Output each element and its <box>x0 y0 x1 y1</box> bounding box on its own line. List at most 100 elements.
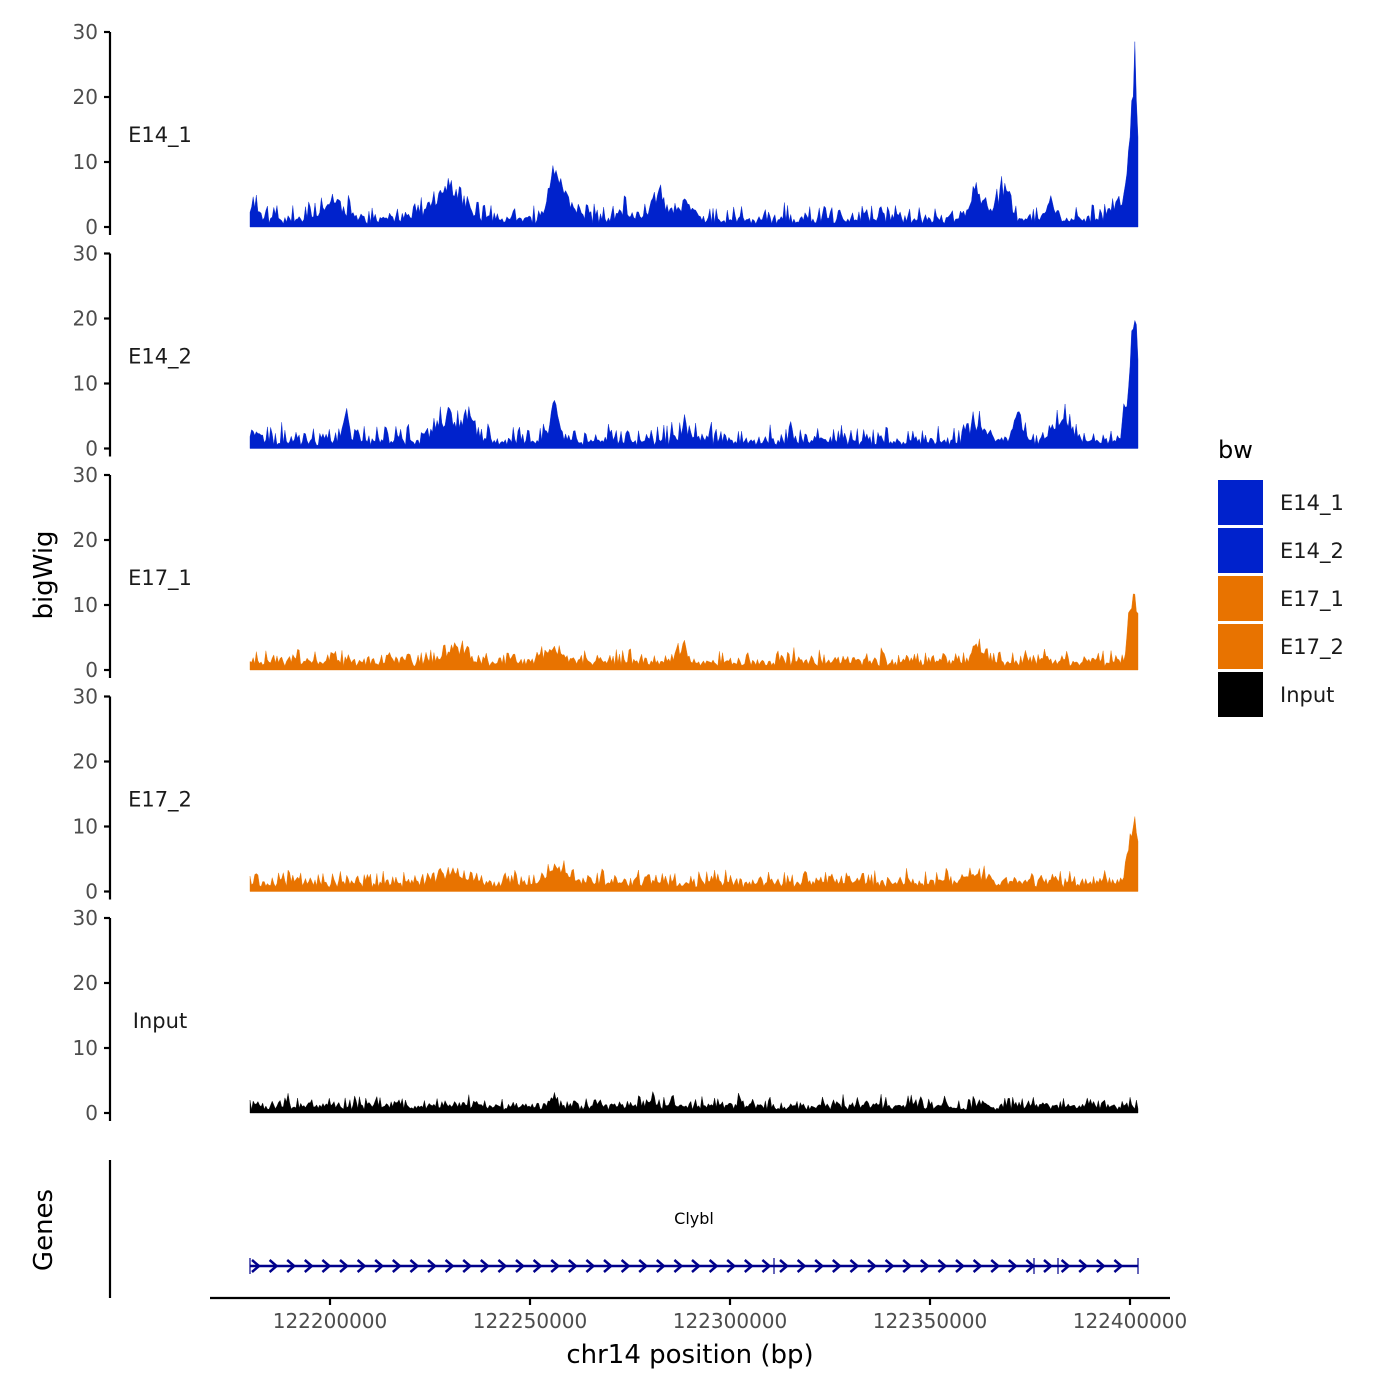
strand-arrow <box>655 1259 666 1273</box>
legend-title: bw <box>1218 436 1253 464</box>
y-tick-label: 0 <box>85 658 98 682</box>
strand-arrow <box>339 1259 349 1273</box>
strand-arrow <box>884 1259 895 1273</box>
y-tick-label: 10 <box>73 815 98 839</box>
x-tick-label: 122200000 <box>273 1309 388 1333</box>
strand-arrow <box>1043 1259 1053 1273</box>
y-tick-label: 10 <box>73 593 98 617</box>
strand-arrow <box>585 1259 596 1273</box>
gene-label: Clybl <box>674 1209 714 1228</box>
legend-label: E14_2 <box>1280 539 1344 564</box>
legend-label: E14_1 <box>1280 491 1344 516</box>
signal-area <box>249 319 1139 449</box>
strand-arrow <box>691 1259 701 1273</box>
y-tick-label: 20 <box>73 750 98 774</box>
legend: bw E14_1 E14_2 E17_1 E17_2 Input <box>1218 436 1344 717</box>
strand-arrow <box>990 1259 1001 1273</box>
signal-tracks: 0 10 20 30 E14_1 0 10 20 30 E14_2 0 10 20 30 E17_1 0 10 2… <box>73 20 1139 1125</box>
y-tick-label: 0 <box>85 1101 98 1125</box>
legend-label: E17_1 <box>1280 587 1344 612</box>
x-tick-label: 122350000 <box>873 1309 988 1333</box>
strand-arrow <box>638 1259 649 1273</box>
track-E17_2: 0 10 20 30 E17_2 <box>73 685 1139 904</box>
y-tick-label: 10 <box>73 1036 98 1060</box>
x-axis-title: chr14 position (bp) <box>566 1340 813 1370</box>
legend-swatch <box>1218 480 1263 525</box>
y-axis-title: bigWig <box>29 530 59 619</box>
strand-arrow <box>567 1259 578 1273</box>
y-tick-label: 20 <box>73 971 98 995</box>
strand-arrow <box>286 1259 297 1273</box>
strand-arrow <box>867 1259 877 1273</box>
strand-arrow <box>479 1259 490 1273</box>
track-label: E17_2 <box>128 788 192 813</box>
x-tick-label: 122250000 <box>473 1309 588 1333</box>
strand-arrow <box>550 1259 561 1273</box>
x-tick-label: 122400000 <box>1073 1309 1188 1333</box>
strand-arrow <box>462 1259 473 1273</box>
strand-arrow <box>303 1259 314 1273</box>
strand-arrow <box>515 1259 525 1273</box>
y-tick-label: 30 <box>73 20 98 44</box>
strand-arrow <box>761 1259 772 1273</box>
signal-area <box>249 816 1139 892</box>
track-E17_1: 0 10 20 30 E17_1 <box>73 463 1139 682</box>
strand-arrow <box>251 1259 261 1273</box>
track-label: E17_1 <box>128 566 192 591</box>
strand-arrow <box>673 1259 684 1273</box>
track-label: E14_1 <box>128 123 192 148</box>
strand-arrow <box>497 1259 508 1273</box>
track-Input: 0 10 20 30 Input <box>73 906 1139 1125</box>
y-tick-label: 20 <box>73 307 98 331</box>
legend-label: E17_2 <box>1280 635 1344 660</box>
strand-arrow <box>603 1259 613 1273</box>
strand-arrow <box>849 1259 860 1273</box>
strand-arrow <box>1060 1259 1071 1273</box>
strand-arrow <box>1007 1259 1018 1273</box>
strand-arrow <box>409 1259 420 1273</box>
strand-arrow <box>814 1259 825 1273</box>
genes-panel: Clybl <box>108 1160 1139 1298</box>
x-axis: 122200000 122250000 122300000 122350000 1224… <box>210 1296 1188 1333</box>
y-tick-label: 30 <box>73 242 98 266</box>
strand-arrow <box>268 1259 279 1273</box>
x-tick-label: 122300000 <box>673 1309 788 1333</box>
y-tick-label: 30 <box>73 463 98 487</box>
strand-arrow <box>1095 1259 1106 1273</box>
genes-axis-title: Genes <box>29 1189 59 1271</box>
strand-arrow <box>321 1259 332 1273</box>
y-tick-label: 10 <box>73 372 98 396</box>
strand-arrow <box>444 1259 455 1273</box>
legend-swatch <box>1218 528 1263 573</box>
strand-arrow <box>1078 1259 1089 1273</box>
track-E14_2: 0 10 20 30 E14_2 <box>73 242 1139 461</box>
strand-arrow <box>374 1259 385 1273</box>
strand-arrow <box>1113 1259 1124 1273</box>
legend-swatch <box>1218 576 1263 621</box>
track-label: Input <box>133 1009 187 1033</box>
strand-arrow <box>708 1259 719 1273</box>
y-tick-label: 0 <box>85 215 98 239</box>
signal-area <box>249 41 1139 228</box>
y-tick-label: 20 <box>73 528 98 552</box>
strand-arrow <box>955 1259 965 1273</box>
strand-arrow <box>726 1259 737 1273</box>
y-tick-label: 30 <box>73 906 98 930</box>
y-tick-label: 0 <box>85 880 98 904</box>
track-E14_1: 0 10 20 30 E14_1 <box>73 20 1139 239</box>
y-tick-label: 0 <box>85 437 98 461</box>
signal-area <box>249 1090 1139 1114</box>
strand-arrow <box>919 1259 930 1273</box>
y-tick-label: 30 <box>73 685 98 709</box>
strand-arrow <box>972 1259 983 1273</box>
legend-label: Input <box>1280 683 1334 707</box>
strand-arrow <box>796 1259 807 1273</box>
y-tick-label: 20 <box>73 85 98 109</box>
strand-arrow <box>427 1259 437 1273</box>
legend-swatch <box>1218 672 1263 717</box>
strand-arrow <box>743 1259 754 1273</box>
strand-arrow <box>779 1259 789 1273</box>
strand-arrow <box>902 1259 913 1273</box>
strand-arrow <box>532 1259 543 1273</box>
